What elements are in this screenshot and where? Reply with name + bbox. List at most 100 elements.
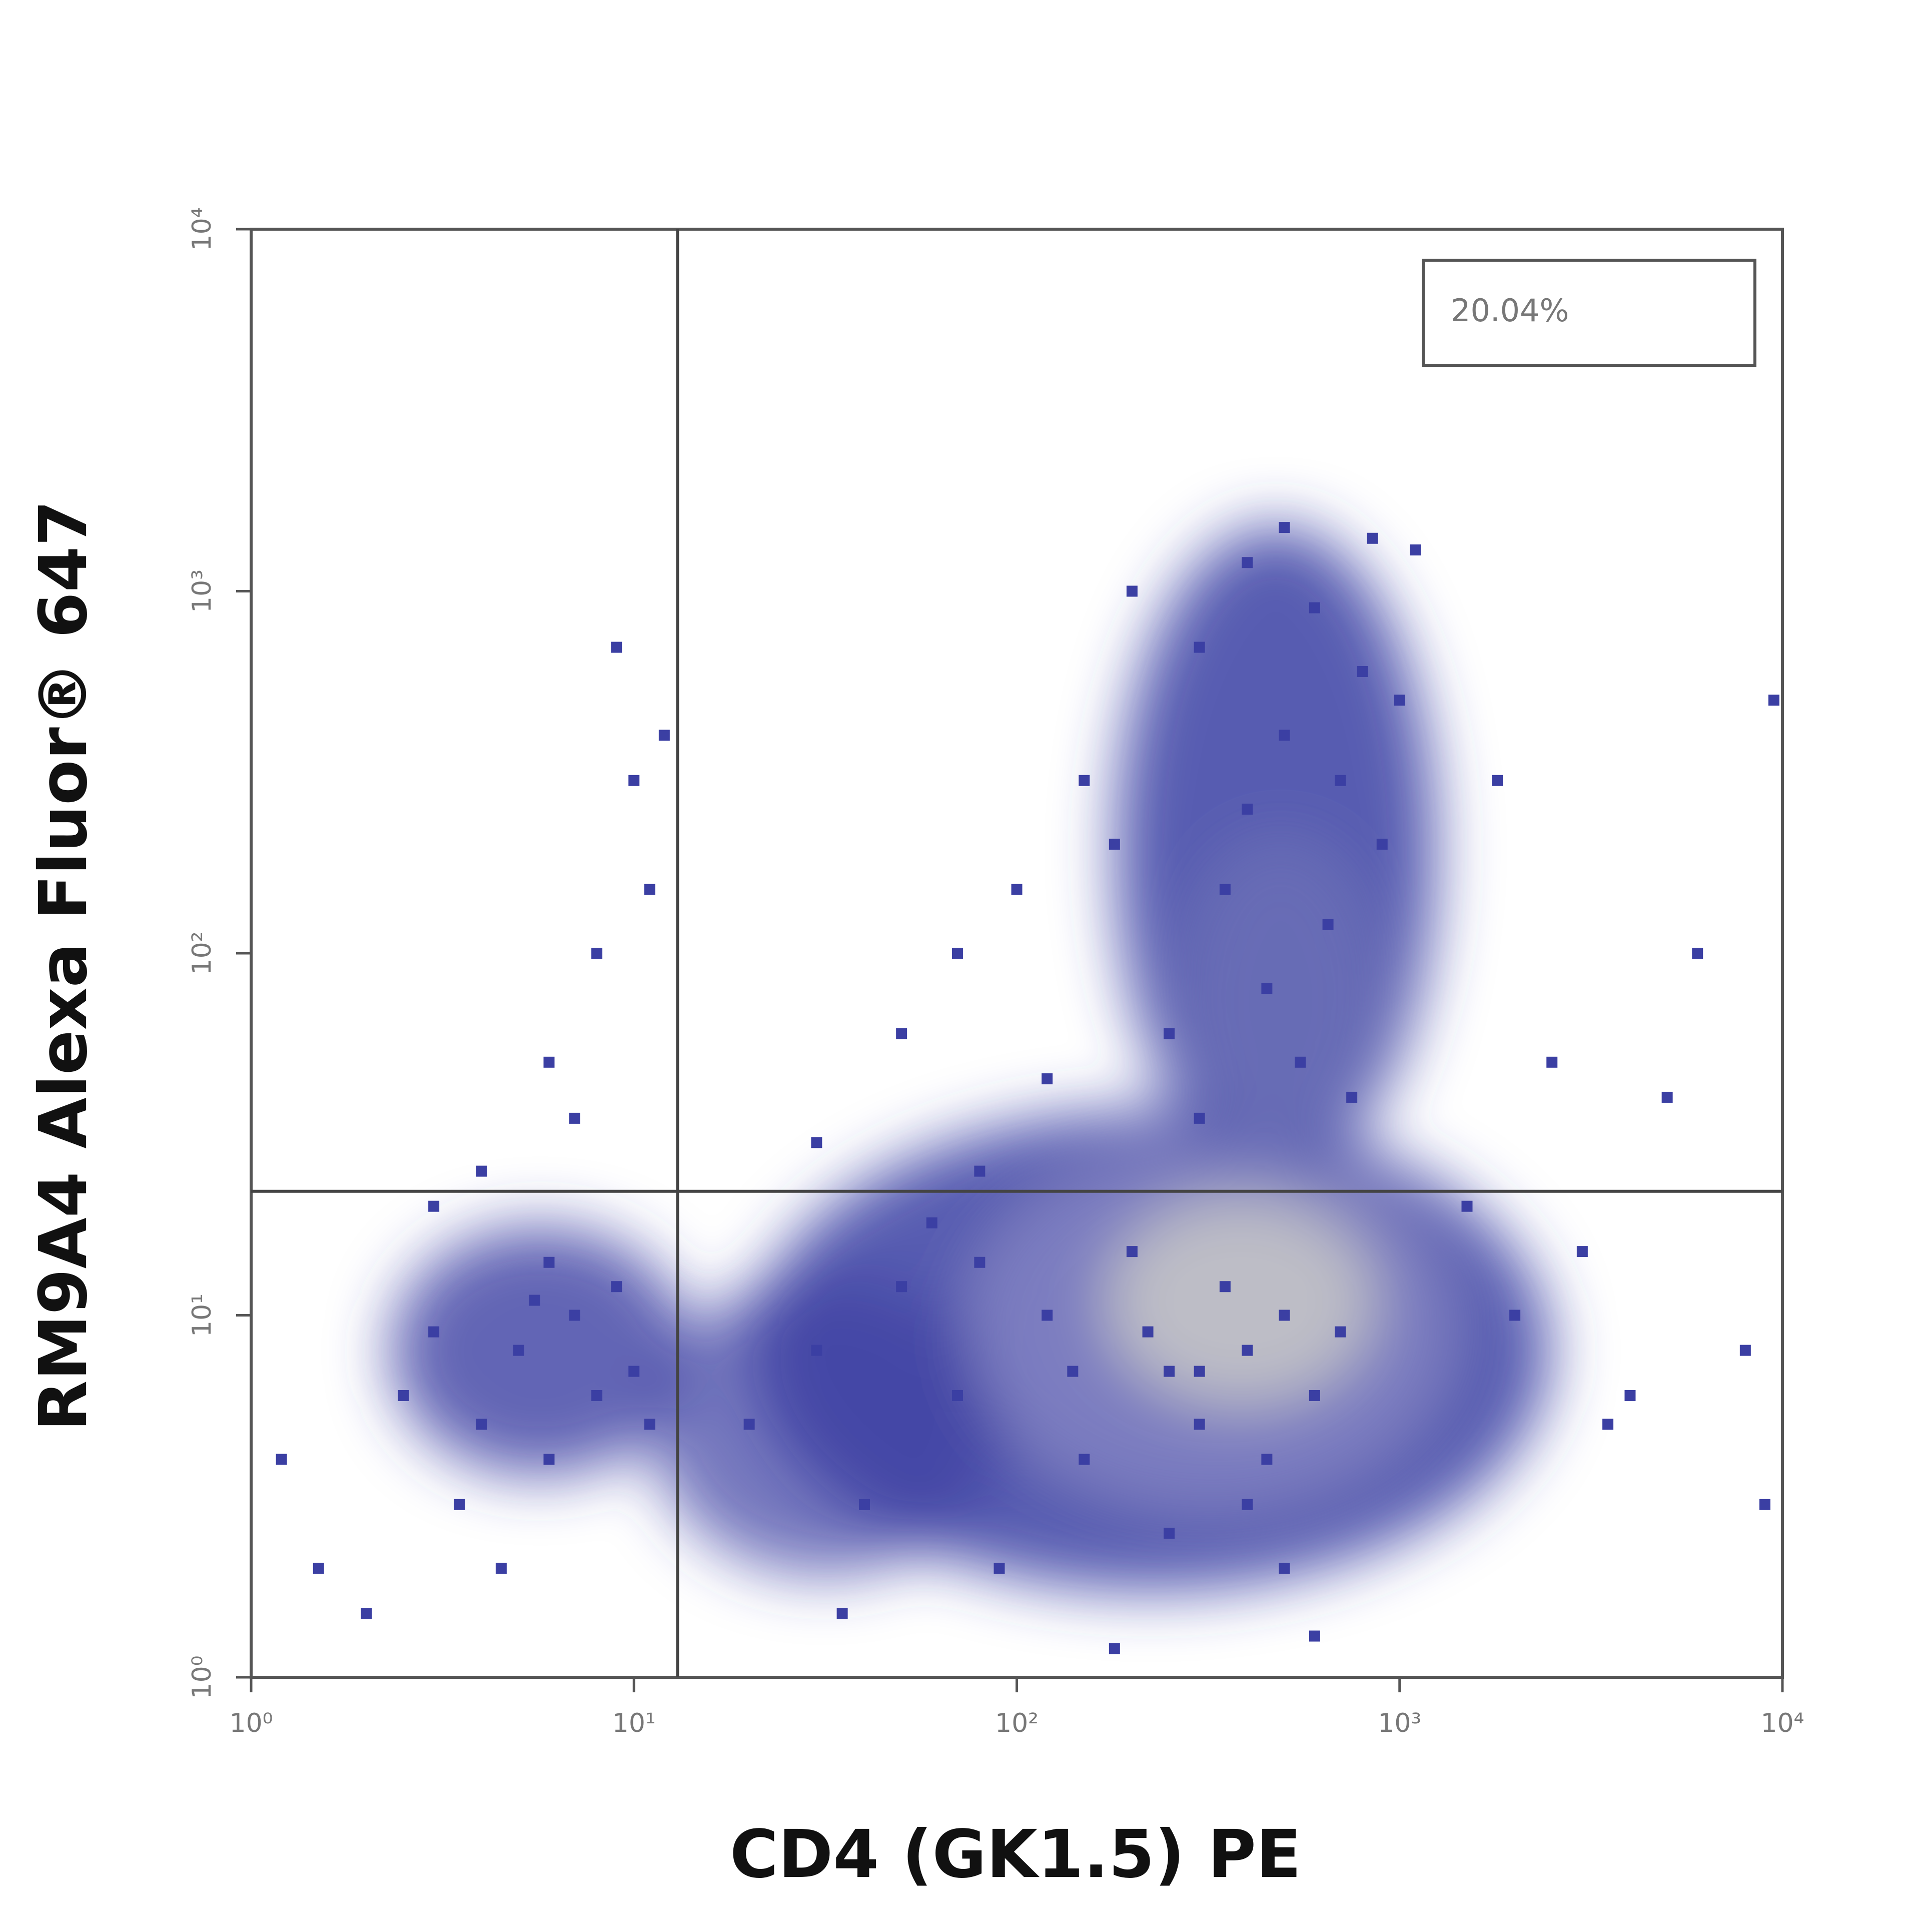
point (1546, 1056, 1558, 1068)
point (1164, 1028, 1175, 1039)
point (743, 1419, 755, 1430)
point (1357, 666, 1368, 678)
point (1376, 839, 1388, 850)
point (495, 1563, 507, 1574)
x-tick-label: 10¹ (612, 1708, 656, 1738)
y-tick-label: 10⁴ (187, 207, 217, 251)
point (1067, 1366, 1079, 1377)
point (1768, 695, 1779, 706)
point (454, 1499, 465, 1510)
point (628, 1366, 640, 1377)
point (1242, 804, 1253, 815)
point (1219, 1281, 1231, 1293)
point (1759, 1499, 1770, 1510)
point (513, 1345, 524, 1356)
point (1109, 1643, 1120, 1654)
point (1410, 544, 1421, 556)
point (1492, 775, 1503, 786)
y-axis-label: RM9A4 Alexa Fluor® 647 (25, 500, 102, 1432)
point (611, 1281, 622, 1293)
point (1194, 1112, 1205, 1124)
point (1109, 839, 1120, 850)
point (1219, 884, 1231, 895)
point (1194, 641, 1205, 653)
point (476, 1165, 487, 1177)
density (390, 525, 1551, 1591)
point (1309, 1630, 1320, 1642)
point (1242, 1499, 1253, 1510)
point (1692, 948, 1703, 959)
point (1194, 1419, 1205, 1430)
point (1279, 522, 1290, 533)
point (529, 1295, 540, 1306)
point (951, 948, 963, 959)
density-region (390, 1226, 690, 1476)
point (313, 1563, 324, 1574)
x-tick-label: 10⁰ (229, 1708, 273, 1738)
point (1042, 1073, 1053, 1084)
gate-percent: 20.04% (1451, 292, 1569, 329)
point (428, 1326, 440, 1338)
point (1461, 1200, 1473, 1212)
point (1576, 1246, 1588, 1257)
density-region (1181, 841, 1381, 1161)
point (1367, 532, 1378, 544)
point (1335, 1326, 1346, 1338)
point (1309, 602, 1320, 613)
point (1295, 1056, 1306, 1068)
point (543, 1056, 555, 1068)
point (428, 1200, 440, 1212)
point (644, 1419, 655, 1430)
point (1279, 730, 1290, 741)
point (811, 1345, 822, 1356)
point (1394, 695, 1405, 706)
point (1079, 775, 1090, 786)
point (569, 1112, 580, 1124)
gate-box (1422, 259, 1756, 367)
point (811, 1137, 822, 1148)
point (974, 1165, 986, 1177)
point (361, 1608, 372, 1619)
point (1011, 884, 1023, 895)
point (951, 1390, 963, 1402)
point (1309, 1390, 1320, 1402)
point (1194, 1366, 1205, 1377)
point (1602, 1419, 1614, 1430)
point (543, 1256, 555, 1268)
point (628, 775, 640, 786)
point (1335, 775, 1346, 786)
density-core (1106, 1196, 1376, 1406)
y-tick-label: 10⁰ (187, 1655, 217, 1699)
point (1164, 1528, 1175, 1539)
point (1126, 1246, 1138, 1257)
point (644, 884, 655, 895)
point (1509, 1310, 1521, 1321)
point (591, 948, 603, 959)
points (276, 522, 1779, 1654)
point (926, 1217, 937, 1228)
y-tick-label: 10³ (187, 569, 217, 613)
y-tick-label: 10¹ (187, 1294, 217, 1337)
point (1624, 1390, 1636, 1402)
point (569, 1310, 580, 1321)
point (1322, 919, 1334, 930)
point (1242, 557, 1253, 568)
x-tick-label: 10² (995, 1708, 1039, 1738)
point (1279, 1310, 1290, 1321)
point (1261, 983, 1273, 994)
x-tick-label: 10³ (1378, 1708, 1421, 1738)
point (836, 1608, 848, 1619)
point (658, 730, 670, 741)
density-region (650, 1276, 1001, 1576)
point (1142, 1326, 1154, 1338)
point (1261, 1454, 1273, 1465)
x-tick-label: 10⁴ (1760, 1708, 1804, 1738)
point (1042, 1310, 1053, 1321)
point (1079, 1454, 1090, 1465)
point (994, 1563, 1005, 1574)
point (1126, 585, 1138, 597)
x-axis-label: CD4 (GK1.5) PE (730, 1816, 1301, 1893)
y-tick-label: 10² (187, 931, 217, 975)
